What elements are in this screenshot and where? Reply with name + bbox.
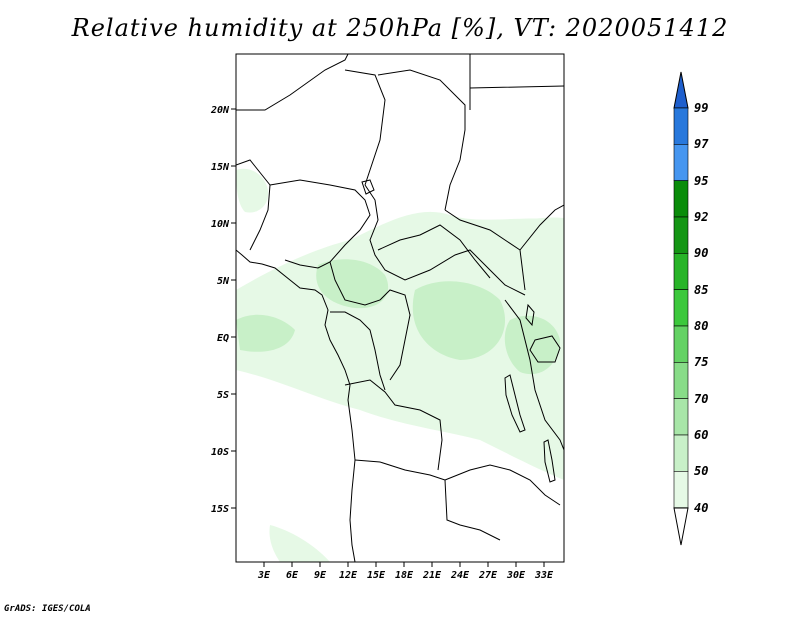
humidity-core-west [316, 259, 389, 309]
lake-albert [525, 303, 535, 327]
lon-label-24e: 24E [450, 570, 470, 581]
colorbar-label: 80 [694, 319, 708, 333]
colorbar-label: 70 [694, 392, 708, 406]
colorbar-segment [673, 144, 689, 181]
latitude-axis: 20N 15N 10N 5N EQ 5S 10S 15S [210, 105, 236, 515]
colorbar-label: 90 [694, 246, 708, 260]
lon-label-27e: 27E [478, 570, 498, 581]
lat-label-15n: 15N [211, 162, 230, 173]
colorbar-segment [673, 216, 689, 254]
border-nigeria [269, 179, 371, 269]
grads-credit: GrADS: IGES/COLA [4, 604, 91, 614]
lon-label-9e: 9E [314, 570, 327, 581]
border-north-2 [344, 69, 386, 186]
border-cameroon [329, 261, 411, 381]
border-drc-east [504, 299, 564, 451]
map-title: Relative humidity at 250hPa [%], VT: 202… [71, 14, 729, 42]
lon-label-12e: 12E [339, 570, 358, 581]
humidity-band-northeast [470, 217, 564, 261]
border-west-sahel [236, 159, 271, 251]
lat-label-10s: 10S [211, 447, 229, 458]
map-frame [235, 53, 565, 563]
lat-label-5s: 5S [217, 390, 229, 401]
colorbar-upper-cap [673, 71, 689, 109]
lat-label-5n: 5N [217, 276, 230, 287]
border-egypt [469, 54, 564, 110]
lat-label-eq: EQ [217, 333, 229, 344]
colorbar-segment [673, 253, 689, 290]
colorbar-segment [673, 325, 689, 363]
lake-victoria [529, 335, 561, 363]
colorbar-segment [673, 434, 689, 472]
border-chad [364, 184, 526, 296]
humidity-band-north [236, 168, 269, 213]
border-east [519, 204, 564, 251]
lon-label-21e: 21E [422, 570, 442, 581]
lat-label-20n: 20N [210, 105, 230, 116]
colorbar-segment [673, 398, 689, 436]
lat-label-15s: 15S [211, 504, 229, 515]
colorbar-segment [673, 471, 689, 508]
lake-chad [361, 179, 375, 195]
colorbar-label: 40 [694, 501, 708, 515]
lon-label-6e: 6E [286, 570, 299, 581]
border-north-1 [236, 54, 349, 111]
colorbar-label: 60 [694, 428, 708, 442]
colorbar-segment [673, 180, 689, 218]
border-zambia [444, 464, 561, 506]
colorbar-segment [673, 362, 689, 399]
lon-label-33e: 33E [534, 570, 554, 581]
colorbar-label: 92 [694, 210, 708, 224]
colorbar-lower-cap [673, 507, 689, 546]
humidity-core-central [412, 281, 506, 360]
colorbar-segment [673, 289, 689, 327]
lon-label-15e: 15E [367, 570, 386, 581]
lake-tanganyika [504, 374, 526, 433]
colorbar-label: 85 [694, 283, 708, 297]
humidity-core-coast [236, 314, 295, 352]
country-borders [236, 54, 564, 562]
lat-label-10n: 10N [211, 219, 230, 230]
colorbar-label: 99 [694, 101, 708, 115]
lon-label-3e: 3E [257, 570, 271, 581]
colorbar-label: 50 [694, 464, 708, 478]
colorbar-label: 97 [694, 137, 709, 151]
colorbar-segment [673, 107, 689, 145]
border-congo [344, 379, 443, 471]
lake-malawi [543, 439, 556, 483]
colorbar: 99 97 95 92 90 85 80 75 70 60 50 40 [673, 71, 709, 546]
lon-label-30e: 30E [506, 570, 526, 581]
border-north-3 [377, 69, 466, 211]
border-angola [354, 459, 501, 541]
colorbar-label: 75 [694, 355, 708, 369]
lon-label-18e: 18E [395, 570, 414, 581]
humidity-band-south [269, 525, 330, 562]
border-gabon [330, 311, 386, 391]
border-car [377, 224, 491, 279]
border-sudan [444, 209, 526, 291]
colorbar-label: 95 [694, 174, 708, 188]
coastline-west [236, 249, 356, 562]
longitude-axis: 3E 6E 9E 12E 15E 18E 21E 24E 27E 30E 33E [257, 562, 554, 581]
